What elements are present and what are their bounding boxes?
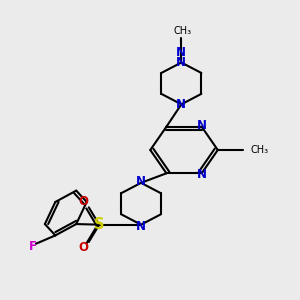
Text: N: N <box>176 98 186 111</box>
Text: N: N <box>176 46 186 59</box>
Text: CH₃: CH₃ <box>250 145 268 155</box>
Text: O: O <box>78 241 88 254</box>
Text: CH₃: CH₃ <box>174 26 192 36</box>
Text: O: O <box>78 196 88 208</box>
Text: N: N <box>136 220 146 232</box>
Text: N: N <box>197 168 207 181</box>
Text: S: S <box>94 217 104 232</box>
Text: N: N <box>176 56 186 69</box>
Text: N: N <box>197 119 207 132</box>
Text: F: F <box>29 240 37 253</box>
Text: N: N <box>136 175 146 188</box>
